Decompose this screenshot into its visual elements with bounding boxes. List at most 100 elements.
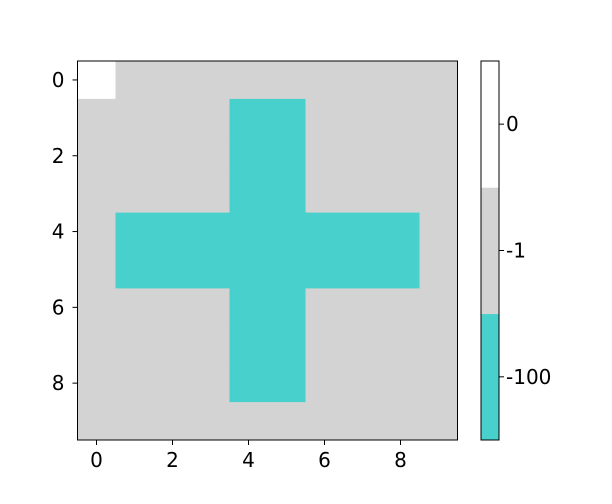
heatmap-cell xyxy=(77,288,116,327)
heatmap-cell xyxy=(115,174,154,213)
heatmap-cell xyxy=(153,61,192,100)
heatmap-cell xyxy=(305,61,344,100)
heatmap-cell xyxy=(343,250,382,289)
heatmap-cell xyxy=(419,98,458,138)
heatmap-cell xyxy=(191,326,230,365)
x-tick-label: 4 xyxy=(242,448,255,472)
heatmap-cell xyxy=(115,250,154,289)
heatmap-cell xyxy=(115,364,154,403)
heatmap-cell xyxy=(191,98,230,138)
heatmap-cell xyxy=(267,212,306,251)
colorbar-tick-label: -1 xyxy=(506,239,526,263)
heatmap-cell xyxy=(381,326,420,365)
heatmap-cell xyxy=(267,136,306,176)
y-axis: 0 2 4 6 8 xyxy=(52,68,78,395)
heatmap-cell xyxy=(305,212,344,251)
heatmap-cell xyxy=(153,250,192,289)
heatmap-cell xyxy=(115,61,154,100)
heatmap-cell xyxy=(343,174,382,213)
heatmap-cell xyxy=(115,402,154,441)
heatmap-cell xyxy=(229,288,268,327)
heatmap-cell xyxy=(153,174,192,213)
colorbar-tick-label: 0 xyxy=(506,112,519,136)
heatmap-cell xyxy=(381,136,420,176)
heatmap-cell xyxy=(381,212,420,251)
heatmap-cell xyxy=(305,326,344,365)
heatmap-cell xyxy=(115,288,154,327)
heatmap-cell xyxy=(229,326,268,365)
plot-frame xyxy=(77,60,458,441)
heatmap-cell xyxy=(77,250,116,289)
heatmap-cell xyxy=(267,326,306,365)
y-tick-label: 2 xyxy=(52,144,65,168)
x-tick-label: 6 xyxy=(318,448,331,472)
heatmap-cell xyxy=(267,402,306,441)
heatmap-cell xyxy=(419,250,458,289)
heatmap-cell xyxy=(381,61,420,100)
heatmap-cell xyxy=(267,250,306,289)
y-tick-label: 0 xyxy=(52,68,65,92)
x-axis: 0 2 4 6 8 xyxy=(90,440,407,472)
heatmap-cell xyxy=(305,364,344,403)
heatmap-cells xyxy=(77,61,458,441)
heatmap-cell xyxy=(229,402,268,441)
x-tick-label: 0 xyxy=(90,448,103,472)
y-tick-label: 6 xyxy=(52,295,65,319)
heatmap-cell xyxy=(419,288,458,327)
heatmap-cell xyxy=(115,98,154,138)
heatmap-cell xyxy=(419,61,458,100)
heatmap-cell xyxy=(115,326,154,365)
heatmap-cell xyxy=(77,174,116,213)
heatmap-cell xyxy=(267,174,306,213)
heatmap-cell xyxy=(305,136,344,176)
heatmap-cell xyxy=(191,212,230,251)
heatmap-cell xyxy=(267,61,306,100)
heatmap-cell xyxy=(153,212,192,251)
heatmap-cell xyxy=(305,174,344,213)
heatmap-cell xyxy=(191,288,230,327)
heatmap-cell xyxy=(229,364,268,403)
heatmap-cell xyxy=(343,212,382,251)
y-tick-label: 4 xyxy=(52,220,65,244)
heatmap-cell xyxy=(229,212,268,251)
heatmap-cell xyxy=(153,136,192,176)
heatmap-cell xyxy=(77,136,116,176)
colorbar: -100 -1 0 xyxy=(480,60,551,441)
heatmap-cell xyxy=(153,98,192,138)
colorbar-segment xyxy=(481,61,499,188)
heatmap-cell xyxy=(381,98,420,138)
heatmap-cell xyxy=(153,402,192,441)
colorbar-segment xyxy=(481,187,499,315)
heatmap-cell xyxy=(267,288,306,327)
heatmap-cell xyxy=(305,402,344,441)
heatmap-cell xyxy=(343,402,382,441)
y-tick-label: 8 xyxy=(52,371,65,395)
heatmap-cell xyxy=(77,98,116,138)
heatmap-cell xyxy=(267,98,306,138)
heatmap-cell xyxy=(229,136,268,176)
heatmap-cell xyxy=(381,174,420,213)
heatmap-cell xyxy=(381,402,420,441)
heatmap-cell xyxy=(153,288,192,327)
heatmap-cell xyxy=(115,136,154,176)
heatmap-cell xyxy=(153,364,192,403)
heatmap-cell xyxy=(343,98,382,138)
colorbar-frame xyxy=(480,60,500,441)
heatmap-cell xyxy=(77,364,116,403)
heatmap-cell xyxy=(419,136,458,176)
heatmap-cell xyxy=(419,402,458,441)
heatmap-cell xyxy=(343,288,382,327)
heatmap-cell xyxy=(191,364,230,403)
heatmap-cell xyxy=(191,402,230,441)
heatmap-cell xyxy=(191,250,230,289)
heatmap-cell xyxy=(305,288,344,327)
heatmap-cell xyxy=(191,61,230,100)
heatmap-cell xyxy=(419,364,458,403)
heatmap-cell xyxy=(267,364,306,403)
heatmap-cell xyxy=(419,212,458,251)
heatmap-cell xyxy=(419,326,458,365)
heatmap-cell xyxy=(343,136,382,176)
heatmap-cell xyxy=(191,174,230,213)
heatmap-cell xyxy=(77,326,116,365)
